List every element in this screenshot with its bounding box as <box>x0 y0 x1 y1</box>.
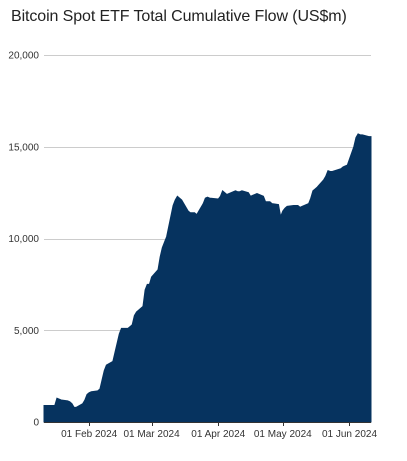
chart-title: Bitcoin Spot ETF Total Cumulative Flow (… <box>11 8 347 25</box>
y-tick-label: 10,000 <box>8 234 39 245</box>
x-tick-label: 01 Jun 2024 <box>322 429 377 440</box>
y-tick-label: 0 <box>33 418 39 429</box>
x-tick-label: 01 Apr 2024 <box>191 429 245 440</box>
y-tick-label: 15,000 <box>8 142 39 153</box>
y-axis-ticks: 0 5,000 10,000 15,000 20,000 <box>8 51 39 429</box>
cumulative-flow-area <box>43 133 372 423</box>
y-tick-label: 20,000 <box>8 51 39 62</box>
area-series <box>43 133 372 423</box>
x-tick-label: 01 Mar 2024 <box>123 429 180 440</box>
x-tick-label: 01 Feb 2024 <box>61 429 118 440</box>
x-axis-ticks: 01 Feb 2024 01 Mar 2024 01 Apr 2024 01 May … <box>61 422 377 440</box>
x-tick-label: 01 May 2024 <box>254 429 312 440</box>
y-tick-label: 5,000 <box>14 326 39 337</box>
